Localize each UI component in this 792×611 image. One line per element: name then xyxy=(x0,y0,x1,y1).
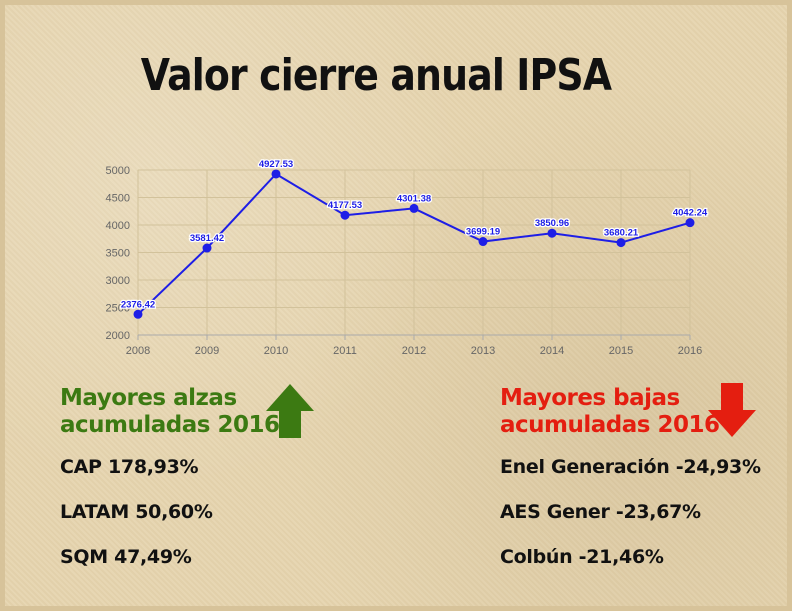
gains-heading: Mayores alzas acumuladas 2016 xyxy=(60,385,280,439)
x-tick-label: 2008 xyxy=(126,345,150,357)
data-point xyxy=(616,238,626,248)
data-label: 3581.42 xyxy=(190,233,224,244)
data-point xyxy=(547,228,557,238)
data-label: 4177.53 xyxy=(328,200,362,211)
data-point xyxy=(133,309,143,319)
data-label: 3680.21 xyxy=(604,228,639,239)
y-tick-label: 5000 xyxy=(106,165,130,177)
gains-heading-line2: acumuladas 2016 xyxy=(60,412,280,438)
data-point xyxy=(271,169,281,179)
data-label: 2376.42 xyxy=(121,299,155,310)
losses-heading-line2: acumuladas 2016 xyxy=(500,412,720,438)
x-tick-label: 2009 xyxy=(195,345,219,357)
losses-heading: Mayores bajas acumuladas 2016 xyxy=(500,385,720,439)
line-chart: 2000 2500 3000 3500 4000 4500 5000 2008 2009 2010… xyxy=(106,158,710,357)
data-point xyxy=(202,243,212,253)
x-tick-label: 2013 xyxy=(471,345,495,357)
y-tick-label: 3500 xyxy=(106,248,130,260)
y-tick-label: 4500 xyxy=(106,193,130,205)
data-point xyxy=(685,218,695,228)
y-tick-label: 2500 xyxy=(106,303,130,315)
y-tick-label: 3000 xyxy=(106,275,130,287)
data-point xyxy=(478,237,488,247)
data-label: 4042.24 xyxy=(673,208,708,219)
arrow-down-icon xyxy=(708,383,756,437)
data-label: 3699.19 xyxy=(466,227,500,238)
x-tick-label: 2015 xyxy=(609,345,633,357)
arrow-up-icon xyxy=(266,384,314,438)
x-tick-label: 2016 xyxy=(678,345,702,357)
x-tick-label: 2012 xyxy=(402,345,426,357)
page-title: Valor cierre anual IPSA xyxy=(140,50,612,101)
losses-item: Colbún -21,46% xyxy=(500,546,664,568)
x-tick-label: 2010 xyxy=(264,345,288,357)
losses-item: AES Gener -23,67% xyxy=(500,501,701,523)
gains-item: CAP 178,93% xyxy=(60,456,199,478)
y-tick-label: 2000 xyxy=(106,330,130,342)
losses-heading-line1: Mayores bajas xyxy=(500,385,680,411)
data-label: 4301.38 xyxy=(397,193,431,204)
gains-heading-line1: Mayores alzas xyxy=(60,385,237,411)
y-tick-label: 4000 xyxy=(106,220,130,232)
data-point xyxy=(340,210,350,220)
x-tick-label: 2014 xyxy=(540,345,564,357)
data-label: 3850.96 xyxy=(535,218,569,229)
data-label: 4927.53 xyxy=(259,159,293,170)
gains-item: LATAM 50,60% xyxy=(60,501,213,523)
losses-item: Enel Generación -24,93% xyxy=(500,456,761,478)
gains-item: SQM 47,49% xyxy=(60,546,192,568)
data-point xyxy=(409,203,419,213)
x-tick-label: 2011 xyxy=(333,345,357,357)
